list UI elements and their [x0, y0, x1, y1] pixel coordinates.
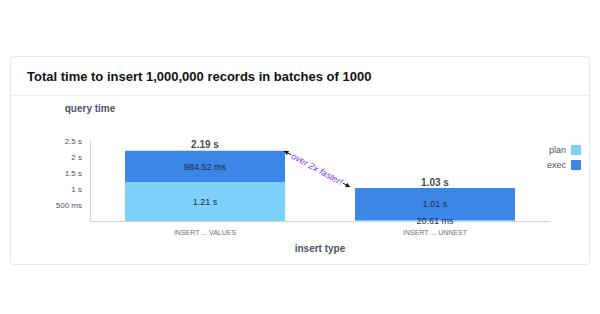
svg-text:query time: query time — [65, 103, 116, 114]
svg-text:INSERT ... UNNEST: INSERT ... UNNEST — [403, 229, 468, 236]
svg-text:500 ms: 500 ms — [56, 201, 82, 210]
svg-text:984.52 ms: 984.52 ms — [184, 162, 227, 172]
svg-text:exec: exec — [547, 160, 567, 170]
svg-text:2.5 s: 2.5 s — [65, 137, 82, 146]
svg-text:1.03 s: 1.03 s — [421, 177, 449, 188]
svg-text:insert type: insert type — [295, 243, 346, 254]
svg-text:over 2x faster!: over 2x faster! — [290, 151, 345, 187]
svg-text:plan: plan — [549, 145, 566, 155]
svg-text:20.61 ms: 20.61 ms — [416, 216, 454, 226]
svg-text:1.01 s: 1.01 s — [423, 199, 448, 209]
svg-text:2 s: 2 s — [71, 153, 82, 162]
svg-text:2.19 s: 2.19 s — [191, 139, 219, 150]
svg-text:1 s: 1 s — [71, 185, 82, 194]
svg-text:1.5 s: 1.5 s — [65, 169, 82, 178]
svg-text:Total time to insert 1,000,000: Total time to insert 1,000,000 records i… — [27, 69, 371, 84]
svg-text:INSERT ... VALUES: INSERT ... VALUES — [174, 229, 237, 236]
svg-text:1.21 s: 1.21 s — [193, 197, 218, 207]
